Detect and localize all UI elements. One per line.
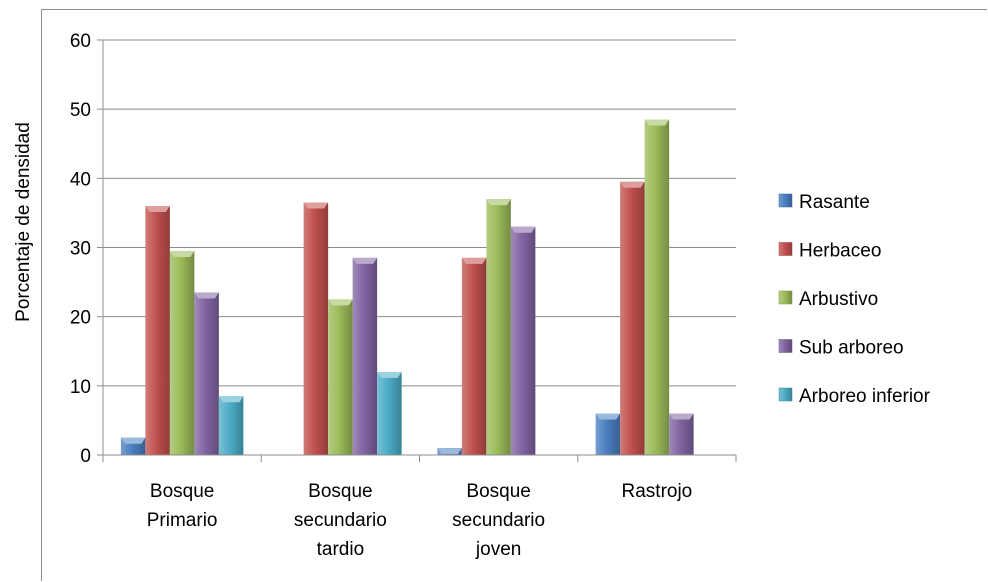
bars [120,119,694,456]
bar-herbaceo [303,202,329,455]
bar-bevel [218,396,244,403]
x-category-label: Bosque Primario [147,481,218,531]
bar-bevel [595,413,621,420]
bar-bevel [486,199,511,206]
legend-swatch [778,290,793,305]
x-category-label: Bosque secundario joven [452,481,545,560]
bar-bevel [644,119,670,126]
y-axis-title: Porcentaje de densidad [13,122,34,322]
bar-bevel [377,372,402,378]
y-axis-ticks: 0 10 20 30 40 50 60 [70,31,103,467]
y-tick-label: 10 [70,377,91,398]
bar-herbaceo [461,257,487,455]
bar-bevel [461,257,487,264]
x-category-label: Bosque secundario tardio [294,481,387,560]
bar-bevel [437,448,462,455]
legend-label: Arbustivo [799,289,878,310]
legend-swatch [778,193,793,208]
legend-label: Rasante [799,192,870,213]
bar-herbaceo [620,181,645,455]
bar-arbustivo [486,199,511,455]
bar-rasante [595,413,621,455]
legend-label: Arboreo inferior [799,386,931,407]
bar-bevel [620,181,645,188]
legend-label: Herbaceo [799,241,881,262]
bar-bevel [328,299,353,306]
bar-arboreo-inferior [377,372,402,455]
y-tick-label: 30 [70,239,91,260]
legend: Rasante Herbaceo Arbustivo Sub arboreo Arbor… [778,192,931,407]
bar-bevel [169,250,195,257]
legend-swatch [778,339,793,353]
bar-bevel [510,226,536,233]
y-tick-label: 50 [70,100,91,121]
bar-arboreo-inferior [218,396,244,455]
x-axis-labels: Bosque Primario Bosque secundario tardio Bosq… [147,481,692,560]
y-tick-label: 40 [70,169,91,190]
axes [102,40,737,462]
bar-bevel [120,437,146,444]
bar-sub-arboreo [352,257,378,455]
bar-sub-arboreo [194,292,219,455]
bar-bevel [669,413,694,420]
bar-bevel [145,206,170,212]
bar-arbustivo [644,119,670,456]
bar-arbustivo [169,250,195,455]
y-tick-label: 20 [70,308,91,329]
legend-swatch [778,242,793,256]
chart-frame [41,9,987,581]
legend-swatch [778,387,793,402]
bar-bevel [303,202,329,209]
legend-label: Sub arboreo [799,338,904,359]
bar-bevel [352,257,378,264]
bar-sub-arboreo [510,226,536,455]
y-tick-label: 60 [70,31,91,52]
x-category-label: Rastrojo [622,481,693,502]
y-tick-label: 0 [80,446,91,467]
bar-sub-arboreo [669,413,694,455]
bar-arbustivo [328,299,353,455]
bar-bevel [194,292,219,299]
bar-herbaceo [145,206,170,455]
